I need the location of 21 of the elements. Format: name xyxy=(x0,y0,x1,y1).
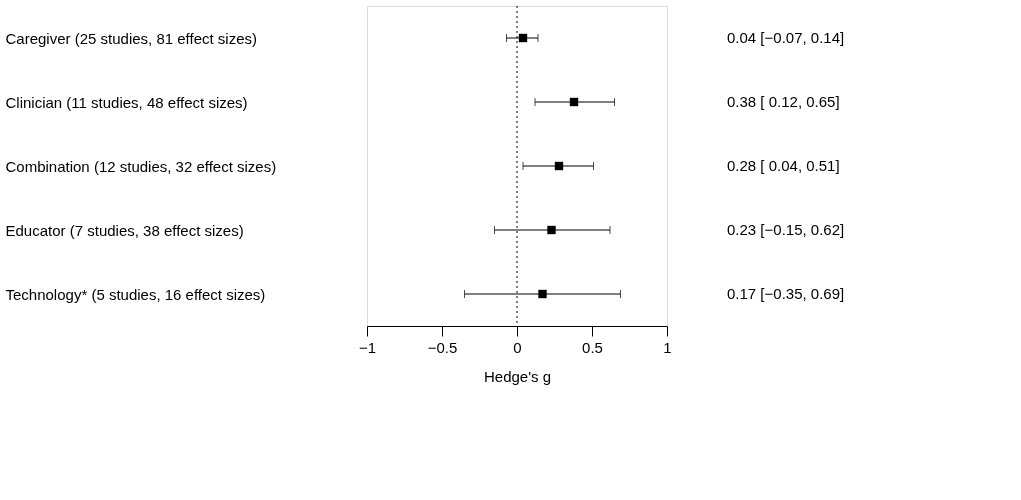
point xyxy=(554,161,564,171)
x-axis-title: Hedge's g xyxy=(483,367,552,385)
x-tick-label: 0 xyxy=(513,338,522,356)
x-tick-label: 1 xyxy=(663,338,672,356)
y-tick-label: Technology* (5 studies, 16 effect sizes) xyxy=(5,285,266,303)
point xyxy=(569,97,579,107)
y-tick-label: Clinician (11 studies, 48 effect sizes) xyxy=(5,93,248,111)
point xyxy=(538,289,547,299)
y-tick-label: Combination (12 studies, 32 effect sizes) xyxy=(5,157,277,175)
data-label: 0.23 [−0.15, 0.62] xyxy=(727,221,845,238)
data-label: 0.38 [ 0.12, 0.65] xyxy=(727,93,840,110)
point xyxy=(518,33,528,43)
data-label: 0.28 [ 0.04, 0.51] xyxy=(727,157,840,174)
y-tick-label: Caregiver (25 studies, 81 effect sizes) xyxy=(5,29,258,47)
x-tick-label: 0.5 xyxy=(582,338,603,356)
point xyxy=(547,225,556,235)
x-tick-label: −1 xyxy=(358,338,377,356)
data-label: 0.04 [−0.07, 0.14] xyxy=(727,29,845,46)
y-tick-label: Educator (7 studies, 38 effect sizes) xyxy=(5,221,244,239)
x-tick-label: −0.5 xyxy=(427,338,458,356)
data-label: 0.17 [−0.35, 0.69] xyxy=(727,285,845,302)
